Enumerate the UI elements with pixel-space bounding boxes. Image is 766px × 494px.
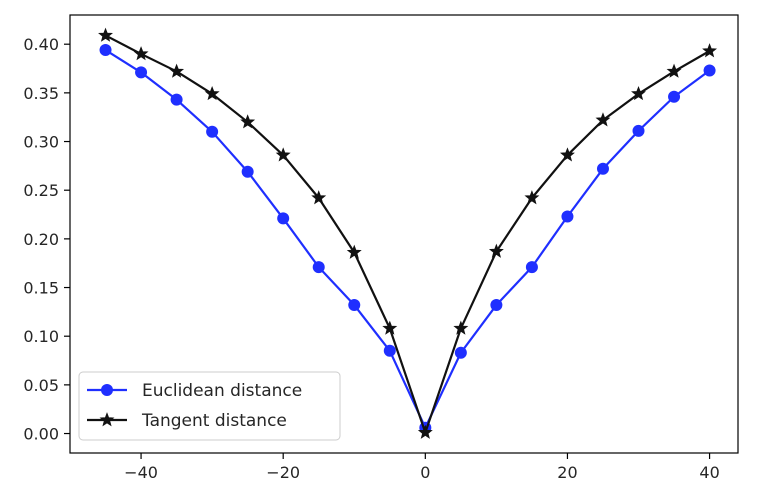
x-tick-label: −40 xyxy=(124,463,158,482)
data-point xyxy=(702,43,718,58)
data-point xyxy=(346,244,362,259)
data-point xyxy=(312,261,325,274)
data-point xyxy=(383,344,396,357)
legend-label: Tangent distance xyxy=(141,411,287,431)
series-line xyxy=(105,34,711,434)
legend: Euclidean distance Tangent distance xyxy=(78,371,341,441)
y-tick-label: 0.15 xyxy=(23,279,59,298)
data-point xyxy=(206,125,219,138)
y-tick-label: 0.05 xyxy=(23,376,59,395)
legend-box xyxy=(78,371,341,441)
data-point xyxy=(668,90,681,103)
data-point xyxy=(703,64,716,77)
x-tick-label: 40 xyxy=(699,463,719,482)
series-line xyxy=(104,49,711,429)
data-point xyxy=(525,261,538,274)
data-point xyxy=(99,44,112,57)
data-point xyxy=(275,147,291,162)
y-tick-label: 0.30 xyxy=(23,133,59,152)
data-point xyxy=(348,299,361,312)
data-point xyxy=(595,112,611,127)
data-point xyxy=(596,162,609,175)
x-tick-label: 20 xyxy=(557,463,577,482)
data-point xyxy=(666,63,682,78)
data-point xyxy=(631,86,646,101)
data-point xyxy=(454,346,467,359)
data-point xyxy=(382,320,398,335)
data-point xyxy=(241,165,254,178)
y-tick-label: 0.10 xyxy=(23,327,59,346)
data-point xyxy=(170,93,183,106)
y-tick-label: 0.20 xyxy=(23,230,59,249)
data-point xyxy=(490,299,503,312)
y-tick-label: 0.35 xyxy=(23,84,59,103)
data-point xyxy=(135,66,148,79)
data-point xyxy=(559,147,575,162)
data-point xyxy=(240,114,256,129)
x-axis: −40 −20 0 20 40 xyxy=(124,453,720,482)
data-point xyxy=(488,243,504,258)
legend-marker xyxy=(99,412,115,427)
legend-label: Euclidean distance xyxy=(142,381,302,401)
data-point xyxy=(133,46,149,61)
y-tick-label: 0.25 xyxy=(23,181,59,200)
data-point xyxy=(417,424,433,439)
data-point xyxy=(561,210,574,223)
x-tick-label: 0 xyxy=(420,463,430,482)
y-tick-label: 0.40 xyxy=(23,35,59,54)
data-point xyxy=(311,190,327,205)
data-point xyxy=(98,27,113,42)
data-point xyxy=(453,320,469,335)
data-point xyxy=(524,190,540,205)
data-point xyxy=(277,212,290,225)
series-euclidean xyxy=(99,44,716,434)
data-point xyxy=(169,63,185,78)
series-layer xyxy=(98,27,718,439)
data-point xyxy=(632,124,645,137)
x-tick-label: −20 xyxy=(266,463,300,482)
data-point xyxy=(204,86,220,101)
series-tangent xyxy=(98,27,718,439)
plot-frame xyxy=(69,14,739,454)
y-axis: 0.00 0.05 0.10 0.15 0.20 0.25 0.30 0.35 0.40 xyxy=(23,35,70,444)
legend-marker xyxy=(101,384,113,396)
y-tick-label: 0.00 xyxy=(23,425,59,444)
